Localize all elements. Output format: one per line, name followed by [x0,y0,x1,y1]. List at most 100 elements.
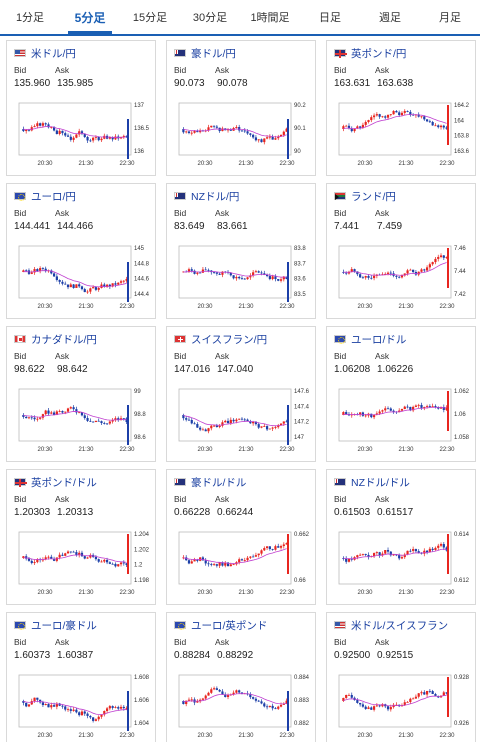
candle-body [94,556,98,560]
bid-label: Bid [14,65,27,75]
card-title[interactable]: 豪ドル/円 [174,47,236,60]
card-title[interactable]: カナダドル/円 [14,333,97,346]
pair-name[interactable]: 英ポンド/円 [351,47,407,60]
card-title[interactable]: 英ポンド/円 [334,47,407,60]
candle-body [260,139,263,143]
tab-4[interactable]: 1時間足 [250,12,290,24]
rate-card[interactable]: ユーロ/ドル Bid Ask 1.06208 1.06226 1.062 1.06… [326,326,476,462]
mini-candle-chart: 99 98.8 98.6 20:30 21:30 22:30 [13,383,153,455]
card-title[interactable]: ランド/円 [334,190,396,203]
x-tick-label: 22:30 [279,733,295,739]
x-tick-label: 22:30 [439,304,455,310]
tab-1[interactable]: 5分足 [60,0,120,34]
candle-body [367,276,370,278]
rate-card[interactable]: NZドル/ドル Bid Ask 0.61503 0.61517 0.614 0.6… [326,469,476,605]
pair-name[interactable]: ユーロ/英ポンド [191,619,268,632]
last-candle [127,691,129,731]
rate-card[interactable]: スイスフラン/円 Bid Ask 147.016 147.040 147.6 14… [166,326,316,462]
card-title[interactable]: 米ドル/円 [14,47,76,60]
value-row: 0.88284 0.88292 [174,650,253,661]
rate-card[interactable]: ユーロ/円 Bid Ask 144.441 144.466 145 144.8 14… [6,183,156,319]
card-title[interactable]: ユーロ/英ポンド [174,619,268,632]
candle-body [238,559,241,563]
x-tick-label: 21:30 [238,161,254,167]
rate-card[interactable]: NZドル/円 Bid Ask 83.649 83.661 83.8 83.7 83.… [166,183,316,319]
pair-name[interactable]: カナダドル/円 [31,333,97,346]
candle-body [36,559,39,563]
pair-name[interactable]: 英ポンド/ドル [31,476,97,489]
tab-7[interactable]: 月足 [439,12,461,24]
tab-0[interactable]: 1分足 [15,12,45,24]
rate-card[interactable]: カナダドル/円 Bid Ask 98.622 98.642 99 98.8 98.6… [6,326,156,462]
candle-body [428,264,431,268]
rate-card[interactable]: 米ドル/円 Bid Ask 135.960 135.985 137 136.5 13… [6,40,156,176]
candle-body [257,139,260,141]
candle-body [64,706,67,710]
card-title[interactable]: 豪ドル/ドル [174,476,247,489]
tab-5[interactable]: 日足 [319,12,341,24]
rate-card[interactable]: 豪ドル/円 Bid Ask 90.073 90.078 90.2 90.1 90 20… [166,40,316,176]
card-title[interactable]: ユーロ/ドル [334,333,407,346]
candle-body [119,281,123,283]
candle-body [252,421,255,424]
card-title[interactable]: 英ポンド/ドル [14,476,97,489]
y-tick-label: 0.926 [454,721,470,727]
candle-body [238,690,241,693]
pair-name[interactable]: 米ドル/スイスフラン [351,619,449,632]
candle-body [375,114,378,116]
candle-body [122,562,125,564]
rate-card[interactable]: 豪ドル/ドル Bid Ask 0.66228 0.66244 0.662 0.66… [166,469,316,605]
pair-name[interactable]: スイスフラン/円 [191,333,268,346]
candle-body [392,111,395,115]
chart-svg: 99 98.8 98.6 20:30 21:30 22:30 [18,388,146,453]
pair-name[interactable]: ユーロ/豪ドル [31,619,97,632]
candle-body [193,559,196,562]
pair-name[interactable]: 豪ドル/ドル [191,476,247,489]
pair-name[interactable]: NZドル/ドル [351,476,410,489]
pair-name[interactable]: NZドル/円 [191,190,240,203]
candle-body [423,550,426,554]
card-title[interactable]: NZドル/円 [174,190,240,203]
candle-body [265,546,269,549]
pair-name[interactable]: ユーロ/円 [31,190,76,203]
card-title[interactable]: NZドル/ドル [334,476,410,489]
candle-body [249,421,252,424]
candle-body [196,559,199,561]
candle-body [345,125,348,127]
rate-card[interactable]: ユーロ/英ポンド Bid Ask 0.88284 0.88292 0.884 0.… [166,612,316,742]
rate-card[interactable]: 英ポンド/円 Bid Ask 163.631 163.638 164.2 164 1… [326,40,476,176]
rate-card[interactable]: ユーロ/豪ドル Bid Ask 1.60373 1.60387 1.608 1.6… [6,612,156,742]
pair-name[interactable]: ユーロ/ドル [351,333,407,346]
candle-body [384,550,387,554]
tab-2[interactable]: 15分足 [132,12,168,24]
candle-body [75,284,78,288]
pair-name[interactable]: ランド/円 [351,190,396,203]
rate-card[interactable]: 英ポンド/ドル Bid Ask 1.20303 1.20313 1.204 1.2… [6,469,156,605]
candle-body [224,420,227,423]
candle-body [431,691,434,695]
candle-body [375,705,378,707]
card-title[interactable]: ユーロ/円 [14,190,76,203]
candle-body [417,404,420,406]
candle-body [50,705,53,708]
pair-name[interactable]: 豪ドル/円 [191,47,236,60]
moving-average-line [343,114,447,130]
candle-body [75,709,78,713]
card-title[interactable]: スイスフラン/円 [174,333,268,346]
rate-card[interactable]: 米ドル/スイスフラン Bid Ask 0.92500 0.92515 0.928… [326,612,476,742]
bid-label: Bid [334,351,347,361]
candle-body [69,284,72,288]
tab-6[interactable]: 週足 [379,12,401,24]
candle-body [431,121,434,126]
card-title[interactable]: ユーロ/豪ドル [14,619,97,632]
candle-body [417,693,420,697]
candle-body [108,137,111,139]
candle-body [44,123,47,125]
card-title[interactable]: 米ドル/スイスフラン [334,619,449,632]
candle-body [437,256,440,259]
rate-card[interactable]: ランド/円 Bid Ask 7.441 7.459 7.46 7.44 7.42 20… [326,183,476,319]
tab-3[interactable]: 30分足 [192,12,228,24]
pair-name[interactable]: 米ドル/円 [31,47,76,60]
candle-body [412,698,415,700]
candle-body [254,137,258,141]
